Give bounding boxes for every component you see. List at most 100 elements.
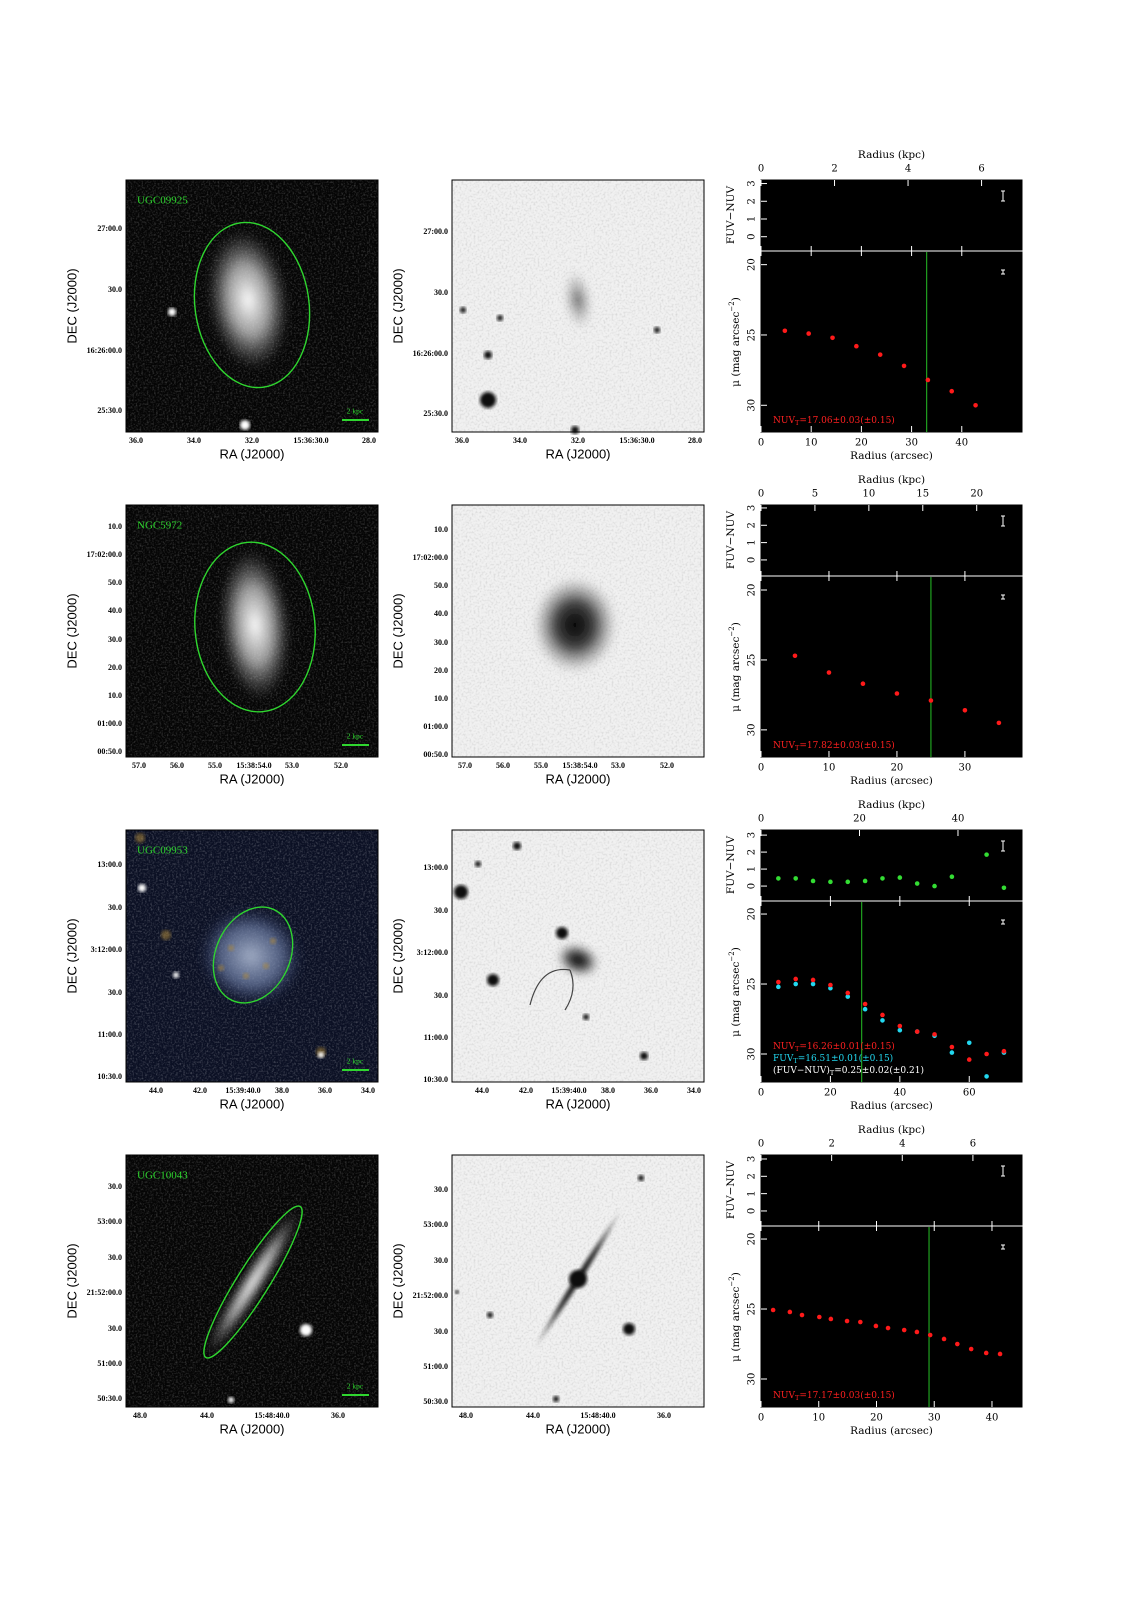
data-point	[782, 328, 788, 334]
note-subscript: T	[793, 1057, 798, 1065]
data-point	[793, 981, 799, 987]
galaxy-name: NGC5972	[137, 520, 182, 532]
dec-axis-label: DEC (J2000)	[64, 268, 79, 343]
dec-tick-label: 30.0	[434, 991, 448, 1000]
galaxy-light	[533, 577, 617, 673]
data-point	[858, 1319, 863, 1325]
ra-tick-label: 36.0	[331, 1411, 345, 1420]
dec-axis-label: DEC (J2000)	[64, 918, 79, 993]
kpc-tick-label: 0	[758, 164, 764, 175]
color-knot	[218, 965, 224, 971]
ra-axis-label: RA (J2000)	[219, 771, 284, 786]
data-point	[901, 363, 907, 369]
star	[475, 861, 481, 867]
magnitude-note: NUVT=16.26±0.01(±0.15)	[773, 1041, 895, 1054]
mu-close: )	[730, 947, 742, 951]
dec-tick-label: 10.0	[434, 525, 448, 534]
mu-y-tick-label: 25	[747, 329, 758, 342]
arcsec-tick-label: 30	[905, 438, 918, 449]
ra-tick-label: 52.0	[334, 761, 348, 770]
image-frame	[451, 179, 705, 433]
data-point	[984, 1074, 989, 1079]
dec-tick-label: 30.0	[108, 285, 122, 294]
ra-tick-label: 48.0	[133, 1411, 147, 1420]
star	[455, 1290, 459, 1294]
color-y-tick-label: 1	[747, 216, 758, 222]
galaxy-light	[556, 943, 600, 977]
note-subscript: T	[795, 1045, 800, 1053]
star	[484, 351, 492, 359]
arcsec-axis-label: Radius (arcsec)	[850, 1100, 933, 1112]
star	[228, 1397, 234, 1403]
dec-tick-label: 30.0	[108, 635, 122, 644]
ra-tick-label: 36.0	[644, 1086, 658, 1095]
star	[571, 426, 579, 434]
star	[556, 927, 568, 939]
ra-tick-label: 15:39:40.0	[225, 1086, 260, 1095]
arcsec-axis-label: Radius (arcsec)	[850, 450, 933, 462]
star	[623, 1323, 635, 1335]
note-value: =16.51±0.01(±0.15)	[798, 1053, 894, 1064]
data-point	[949, 1044, 955, 1050]
mu-label: μ (mag arcsec	[730, 637, 742, 712]
ra-tick-label: 53.0	[611, 761, 625, 770]
ra-tick-label: 15:39:40.0	[551, 1086, 586, 1095]
dec-tick-label: 00:50.0	[423, 750, 448, 759]
data-point	[828, 879, 833, 885]
arcsec-tick-label: 30	[928, 1413, 941, 1424]
star	[654, 327, 660, 333]
mu-close: )	[730, 1272, 742, 1276]
aperture-ellipse	[212, 906, 294, 1004]
data-point	[928, 698, 934, 703]
kpc-axis-label: Radius (kpc)	[858, 474, 925, 486]
arcsec-tick-label: 0	[758, 1088, 764, 1099]
arcsec-tick-label: 20	[824, 1088, 837, 1099]
data-point	[877, 352, 883, 357]
mu-y-tick-label: 25	[747, 654, 758, 667]
data-point	[828, 982, 833, 988]
data-point	[880, 1018, 885, 1023]
dec-tick-label: 40.0	[108, 606, 122, 615]
star	[454, 885, 468, 899]
mu-y-tick-label: 20	[747, 1233, 758, 1246]
data-point	[914, 1329, 920, 1335]
dec-tick-label: 27:00.0	[423, 227, 448, 236]
mu-label: μ (mag arcsec	[730, 312, 742, 387]
arcsec-tick-label: 0	[758, 763, 764, 774]
note-subscript: T	[795, 419, 800, 427]
dec-tick-label: 17:02:00.0	[413, 553, 448, 562]
data-point	[845, 990, 851, 996]
image-frame	[451, 1154, 705, 1408]
data-point	[962, 707, 968, 713]
dec-tick-label: 10:30.0	[97, 1072, 122, 1081]
arcsec-tick-label: 60	[963, 1088, 976, 1099]
ra-axis-label: RA (J2000)	[219, 1421, 284, 1436]
data-point	[897, 1027, 903, 1033]
data-point	[770, 1307, 776, 1313]
color-panel	[760, 179, 1023, 251]
mu-y-tick-label: 30	[747, 1048, 758, 1061]
mu-axis-label: μ (mag arcsec−2)	[728, 297, 742, 387]
image-frame	[125, 829, 379, 1083]
ra-tick-label: 44.0	[200, 1411, 214, 1420]
note-subscript: T	[795, 1394, 800, 1402]
dec-tick-label: 16:26:00.0	[87, 346, 122, 355]
dec-tick-label: 30.0	[434, 1327, 448, 1336]
note-value: =16.26±0.01(±0.15)	[799, 1041, 895, 1052]
color-axis-label: FUV−NUV	[725, 511, 737, 570]
color-axis-label: FUV−NUV	[725, 1161, 737, 1220]
data-point	[806, 331, 811, 336]
mu-panel	[760, 576, 1023, 758]
ra-tick-label: 55.0	[208, 761, 222, 770]
dec-tick-label: 25:30.0	[423, 409, 448, 418]
star	[497, 315, 503, 321]
note-label: NUV	[773, 1042, 795, 1052]
mu-axis-label: μ (mag arcsec−2)	[728, 947, 742, 1037]
star	[569, 1270, 587, 1288]
star	[583, 1014, 589, 1020]
star	[300, 1324, 312, 1336]
tidal-feature	[529, 968, 574, 1011]
dec-tick-label: 16:26:00.0	[413, 349, 448, 358]
arcsec-tick-label: 30	[959, 763, 972, 774]
kpc-tick-label: 0	[758, 814, 764, 825]
